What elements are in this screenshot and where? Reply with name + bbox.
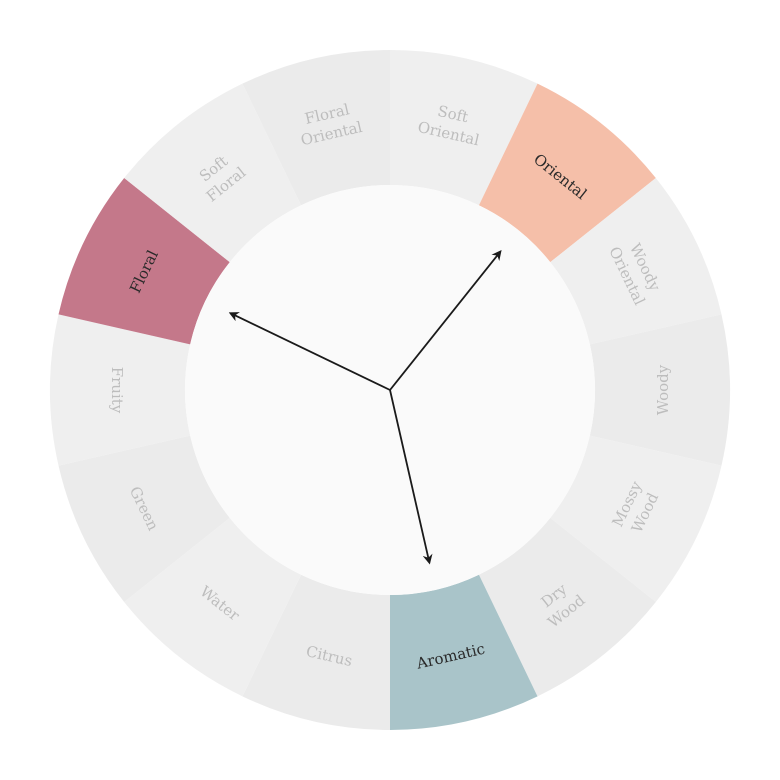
segment-shape bbox=[390, 574, 538, 730]
segment-shape bbox=[390, 50, 538, 206]
segment-shape bbox=[478, 517, 656, 697]
label-line: Woody bbox=[654, 364, 672, 415]
segment-floral[interactable]: Floral bbox=[58, 178, 230, 345]
segment-shape bbox=[242, 50, 390, 206]
segment-shape bbox=[124, 83, 302, 263]
segment-shape bbox=[550, 435, 722, 602]
arrow-to-aromatic bbox=[389, 389, 433, 565]
segment-shape bbox=[58, 178, 230, 345]
segment-woody[interactable]: Woody bbox=[589, 314, 730, 466]
label-line: Fruity bbox=[108, 367, 126, 414]
arrow-to-floral bbox=[228, 312, 391, 391]
segment-oriental[interactable]: Oriental bbox=[478, 83, 656, 263]
segment-label: FloralOriental bbox=[295, 98, 365, 149]
segment-label: Woody bbox=[654, 364, 672, 415]
segment-shape bbox=[550, 178, 722, 345]
segment-soft-floral[interactable]: SoftFloral bbox=[124, 83, 302, 263]
segment-mossy-wood[interactable]: MossyWood bbox=[550, 435, 722, 602]
segment-dry-wood[interactable]: DryWood bbox=[478, 517, 656, 697]
segment-citrus[interactable]: Citrus bbox=[242, 574, 390, 730]
segment-shape bbox=[124, 517, 302, 697]
segment-floral-oriental[interactable]: FloralOriental bbox=[242, 50, 390, 206]
segment-shape bbox=[478, 83, 656, 263]
segment-water[interactable]: Water bbox=[124, 517, 302, 697]
segment-green[interactable]: Green bbox=[58, 435, 230, 602]
segment-soft-oriental[interactable]: SoftOriental bbox=[390, 50, 538, 206]
segment-shape bbox=[49, 314, 191, 466]
segment-shape bbox=[242, 574, 390, 730]
segment-label: Fruity bbox=[108, 367, 126, 414]
segment-shape bbox=[589, 314, 730, 466]
segment-woody-oriental[interactable]: WoodyOriental bbox=[550, 178, 722, 345]
segment-aromatic[interactable]: Aromatic bbox=[390, 574, 538, 730]
segment-shape bbox=[58, 435, 230, 602]
arrow-to-oriental bbox=[389, 250, 502, 391]
segment-fruity[interactable]: Fruity bbox=[49, 314, 191, 466]
